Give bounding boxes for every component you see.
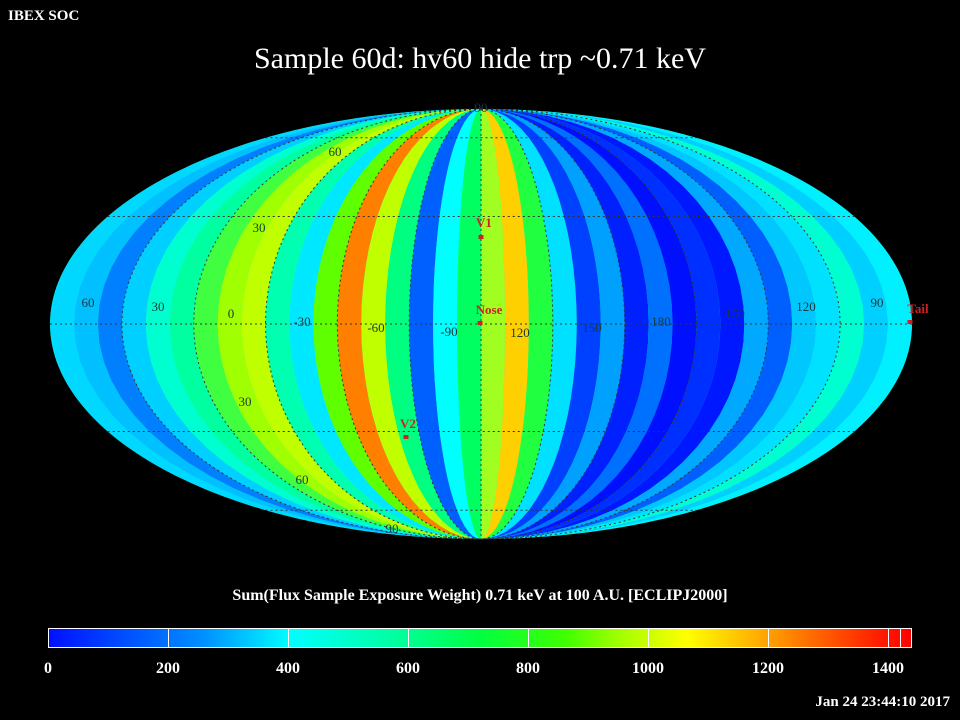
longitude-line (480, 108, 769, 540)
longitude-label: 180 (651, 314, 671, 329)
svg-text:Tail: Tail (907, 301, 929, 316)
longitude-label: -30 (293, 314, 310, 329)
longitude-label: 120 (796, 299, 816, 314)
longitude-label: 120 (510, 325, 530, 340)
longitude-label: 30 (152, 299, 165, 314)
colorbar (48, 628, 912, 648)
latitude-label: 60 (296, 472, 309, 487)
map-band (481, 109, 601, 539)
colorbar-tick-label: 1000 (632, 660, 664, 677)
svg-text:Nose: Nose (476, 302, 503, 317)
svg-text:V1: V1 (476, 215, 492, 230)
longitude-line (408, 108, 482, 540)
colorbar-tick (888, 628, 889, 648)
latitude-label: 90 (475, 100, 488, 115)
map-markers: V1 Nose V2 Tail (400, 215, 929, 439)
longitude-label: 150 (582, 320, 602, 335)
colorbar-tick (900, 628, 901, 648)
longitude-label: -60 (367, 320, 384, 335)
map-band (481, 109, 649, 539)
longitude-label: 90 (871, 295, 884, 310)
latitude-label: 60 (329, 144, 342, 159)
colorbar-tick-label: 600 (396, 660, 420, 677)
colorbar-tick-label: 200 (156, 660, 180, 677)
map-band (313, 109, 481, 539)
colorbar-tick (168, 628, 169, 648)
colorbar-tick (648, 628, 649, 648)
map-band (433, 109, 481, 539)
marker-tail: Tail (907, 301, 929, 324)
colorbar-tick-label: 1400 (872, 660, 904, 677)
map-grid-labels: 60 30 0 -30 -60 -90 120 150 180 150 120 90 90 60 30 30 6… (82, 100, 884, 536)
marker-v2: V2 (400, 416, 416, 439)
colorbar-tick-label: 0 (44, 660, 52, 677)
latitude-label: 90 (386, 521, 399, 536)
map-band (481, 109, 529, 539)
colorbar-title: Sum(Flux Sample Exposure Weight) 0.71 ke… (232, 587, 728, 604)
colorbar-tick-label: 800 (516, 660, 540, 677)
marker-v1: V1 (476, 215, 492, 239)
timestamp: Jan 24 23:44:10 2017 (815, 694, 950, 710)
latitude-label: 30 (239, 394, 252, 409)
colorbar-tick (288, 628, 289, 648)
latitude-label: 30 (253, 220, 266, 235)
org-label: IBEX SOC (8, 8, 80, 24)
svg-text:V2: V2 (400, 416, 416, 431)
map-band (409, 109, 481, 539)
page-title: Sample 60d: hv60 hide trp ~0.71 keV (253, 42, 706, 75)
colorbar-tick (408, 628, 409, 648)
map-band (481, 109, 553, 539)
longitude-line (193, 108, 482, 540)
marker-nose: Nose (476, 302, 503, 325)
colorbar-tick (768, 628, 769, 648)
colorbar-tick (528, 628, 529, 648)
longitude-label: 0 (228, 306, 235, 321)
longitude-label: 150 (725, 306, 745, 321)
colorbar-tick-label: 400 (276, 660, 300, 677)
colorbar-tick-label: 1200 (752, 660, 784, 677)
map-band (361, 109, 481, 539)
longitude-label: -90 (440, 324, 457, 339)
longitude-label: 60 (82, 295, 95, 310)
longitude-line (480, 108, 554, 540)
